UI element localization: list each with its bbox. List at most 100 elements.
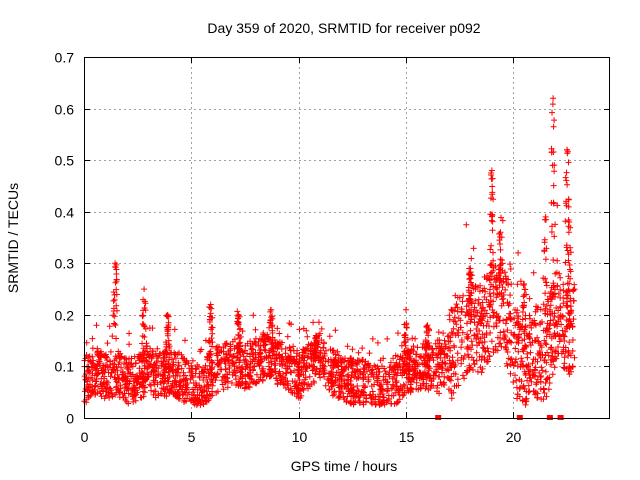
data-point bbox=[434, 366, 441, 373]
data-point bbox=[321, 350, 328, 357]
y-axis-label: SRMTID / TECUs bbox=[5, 183, 21, 293]
data-point bbox=[391, 401, 398, 407]
data-point bbox=[306, 373, 313, 380]
data-point bbox=[355, 388, 362, 395]
data-point bbox=[162, 351, 169, 357]
data-point bbox=[528, 378, 535, 385]
data-point bbox=[276, 330, 283, 337]
data-point bbox=[470, 245, 477, 252]
data-point bbox=[571, 286, 578, 293]
data-point bbox=[181, 399, 187, 405]
data-point bbox=[547, 344, 554, 351]
data-point bbox=[520, 348, 527, 355]
data-point bbox=[435, 373, 442, 380]
data-point bbox=[197, 402, 204, 409]
data-point bbox=[458, 306, 465, 313]
data-point bbox=[526, 334, 533, 341]
data-point bbox=[235, 345, 242, 352]
data-point bbox=[352, 359, 359, 366]
data-point bbox=[191, 401, 198, 408]
data-point bbox=[240, 353, 247, 360]
data-point bbox=[424, 374, 431, 381]
data-point bbox=[86, 394, 93, 400]
data-point bbox=[513, 377, 520, 384]
data-point bbox=[253, 371, 260, 378]
data-point bbox=[509, 359, 516, 366]
data-point bbox=[354, 383, 361, 389]
data-point bbox=[244, 371, 251, 378]
data-point bbox=[119, 376, 126, 383]
data-point bbox=[143, 354, 150, 361]
data-point bbox=[522, 286, 529, 293]
data-point bbox=[344, 393, 351, 400]
data-point bbox=[154, 345, 161, 352]
data-point bbox=[121, 355, 128, 362]
data-point bbox=[499, 296, 506, 303]
data-point bbox=[298, 364, 305, 371]
data-point bbox=[163, 363, 170, 370]
data-point bbox=[376, 396, 383, 403]
data-point bbox=[307, 348, 314, 355]
data-point bbox=[184, 391, 191, 398]
data-point bbox=[332, 327, 339, 334]
data-point bbox=[425, 367, 432, 374]
data-point bbox=[366, 350, 373, 357]
data-point bbox=[529, 360, 536, 367]
data-point bbox=[567, 352, 574, 359]
data-point bbox=[471, 313, 478, 320]
data-point bbox=[234, 320, 241, 327]
data-point bbox=[146, 325, 153, 331]
data-point bbox=[489, 227, 496, 234]
data-point bbox=[565, 251, 572, 258]
data-point bbox=[280, 380, 287, 387]
data-point bbox=[448, 395, 455, 402]
data-point bbox=[412, 351, 419, 358]
data-point bbox=[349, 369, 356, 376]
data-point bbox=[269, 345, 276, 352]
data-point bbox=[559, 327, 566, 334]
data-point bbox=[401, 348, 408, 355]
data-point bbox=[105, 369, 112, 376]
data-point bbox=[520, 304, 527, 311]
data-point bbox=[522, 323, 529, 330]
data-point bbox=[295, 382, 302, 389]
data-point bbox=[177, 378, 184, 385]
data-point bbox=[459, 298, 466, 305]
data-point bbox=[567, 322, 574, 329]
data-point bbox=[141, 334, 148, 340]
data-point bbox=[286, 358, 293, 364]
data-point bbox=[507, 310, 514, 317]
data-point bbox=[380, 394, 387, 401]
data-point bbox=[208, 373, 215, 379]
data-point bbox=[561, 333, 568, 340]
data-point bbox=[436, 363, 443, 370]
data-point bbox=[231, 336, 238, 343]
data-point bbox=[282, 375, 288, 381]
data-point bbox=[366, 362, 373, 369]
data-point bbox=[200, 401, 207, 408]
data-point bbox=[208, 326, 214, 333]
data-point bbox=[543, 333, 550, 340]
data-point bbox=[425, 386, 432, 393]
data-point bbox=[110, 312, 117, 319]
data-point bbox=[158, 358, 165, 365]
data-point bbox=[166, 368, 172, 375]
data-point bbox=[534, 306, 541, 313]
data-point bbox=[82, 386, 89, 392]
data-point bbox=[539, 367, 546, 374]
data-point bbox=[369, 370, 376, 377]
data-point bbox=[304, 333, 311, 340]
data-point bbox=[530, 269, 537, 276]
data-point bbox=[113, 278, 120, 285]
data-point bbox=[448, 306, 455, 313]
data-point bbox=[488, 338, 495, 345]
data-point bbox=[284, 359, 291, 366]
data-point bbox=[519, 397, 526, 404]
data-point bbox=[255, 343, 262, 349]
data-point bbox=[526, 374, 533, 381]
data-point bbox=[465, 312, 472, 319]
data-point bbox=[253, 380, 260, 387]
data-point bbox=[88, 389, 95, 396]
data-point bbox=[220, 348, 227, 355]
data-point bbox=[508, 281, 515, 288]
